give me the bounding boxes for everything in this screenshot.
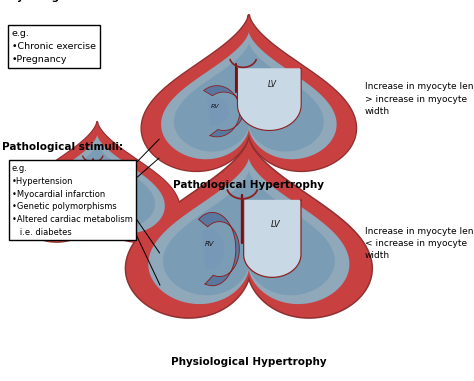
- Polygon shape: [29, 134, 165, 233]
- Polygon shape: [202, 229, 224, 269]
- Polygon shape: [148, 158, 349, 304]
- Text: LV: LV: [111, 177, 118, 182]
- Text: Physiological Hypertrophy: Physiological Hypertrophy: [171, 357, 327, 367]
- Text: LV: LV: [270, 220, 280, 229]
- Text: RV: RV: [210, 104, 219, 109]
- Text: RV: RV: [205, 241, 215, 247]
- Polygon shape: [174, 43, 324, 152]
- Polygon shape: [199, 213, 239, 286]
- Text: Increase in myocyte length
> increase in myocyte
width: Increase in myocyte length > increase in…: [365, 82, 474, 116]
- Polygon shape: [39, 143, 155, 227]
- Polygon shape: [65, 182, 81, 210]
- Polygon shape: [244, 200, 301, 277]
- Polygon shape: [126, 139, 372, 317]
- Polygon shape: [64, 171, 91, 221]
- Text: Pathological Hypertrophy: Pathological Hypertrophy: [173, 181, 324, 190]
- Text: Physiological stimuli:: Physiological stimuli:: [2, 0, 128, 2]
- Polygon shape: [15, 122, 180, 242]
- Polygon shape: [15, 122, 180, 242]
- Polygon shape: [207, 97, 228, 125]
- Polygon shape: [94, 163, 132, 215]
- Text: Increase in myocyte length
< increase in myocyte
width: Increase in myocyte length < increase in…: [365, 227, 474, 261]
- Polygon shape: [161, 32, 337, 159]
- Text: e.g.
•Hypertension
•Myocardial infarction
•Genetic polymorphisms
•Altered cardia: e.g. •Hypertension •Myocardial infarctio…: [12, 164, 133, 237]
- Polygon shape: [237, 68, 301, 130]
- Text: RV: RV: [67, 190, 75, 195]
- Polygon shape: [126, 139, 372, 317]
- Text: Pathological stimuli:: Pathological stimuli:: [2, 142, 124, 152]
- Polygon shape: [204, 86, 243, 137]
- Polygon shape: [163, 171, 335, 295]
- Text: LV: LV: [268, 80, 277, 89]
- Text: e.g.
•Chronic exercise
•Pregnancy: e.g. •Chronic exercise •Pregnancy: [12, 29, 96, 64]
- Polygon shape: [142, 15, 356, 171]
- Polygon shape: [142, 15, 356, 171]
